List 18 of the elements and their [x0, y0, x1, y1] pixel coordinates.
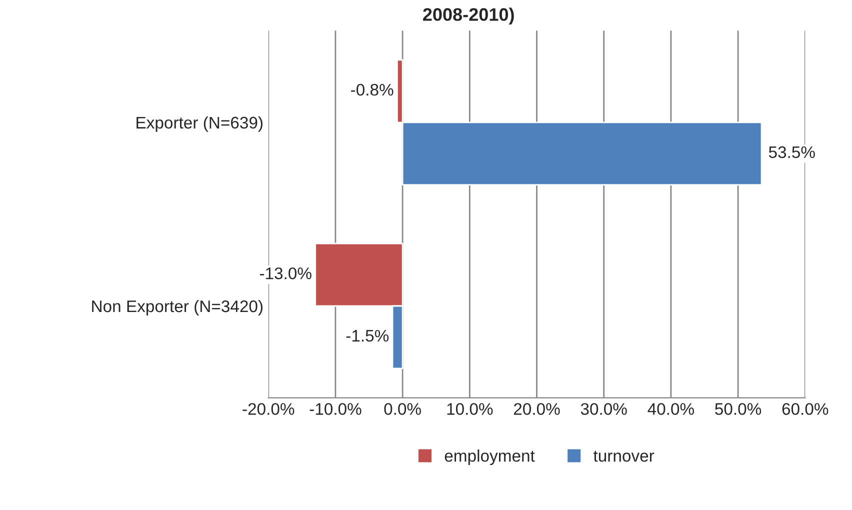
- data-label: -1.5%: [346, 330, 389, 342]
- y-tick-label: Exporter (N=639): [136, 116, 262, 132]
- chart-title: 2008-2010): [423, 8, 514, 24]
- x-tick-label: 30.0%: [580, 403, 627, 415]
- x-tick-label: -20.0%: [242, 403, 294, 415]
- x-tick-label: 60.0%: [782, 403, 828, 415]
- x-tick-label: 10.0%: [447, 403, 493, 415]
- data-label: -13.0%: [260, 267, 312, 280]
- x-tick-label: 0.0%: [384, 403, 421, 415]
- x-tick-label: 40.0%: [648, 403, 694, 415]
- legend-label: turnover: [594, 450, 654, 462]
- data-label: -0.8%: [351, 84, 394, 96]
- data-label: 53.5%: [768, 146, 815, 158]
- legend-label: employment: [444, 450, 535, 466]
- y-tick-label: Non Exporter (N=3420): [92, 300, 262, 316]
- x-tick-label: -10.0%: [310, 403, 362, 415]
- x-tick-label: 50.0%: [715, 403, 762, 415]
- x-tick-label: 20.0%: [514, 403, 560, 415]
